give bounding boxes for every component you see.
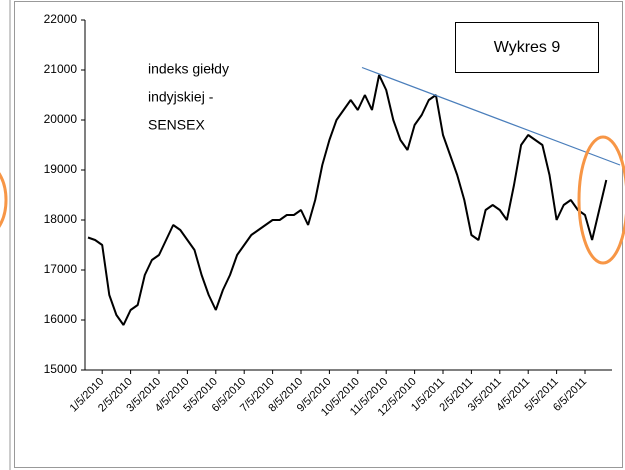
highlight-circle-left — [0, 172, 8, 228]
series-line — [87, 74, 608, 326]
y-tick-label: 17000 — [44, 262, 78, 276]
y-tick-label: 22000 — [44, 12, 78, 26]
y-tick-label: 19000 — [44, 162, 78, 176]
y-tick-label: 20000 — [44, 112, 78, 126]
label-box — [455, 22, 599, 73]
annotation: indeks giełdy — [148, 61, 229, 77]
y-tick-label: 15000 — [44, 362, 78, 376]
highlight-circle — [577, 135, 625, 265]
annotation: SENSEX — [148, 117, 205, 133]
label-box-text: Wykres 9 — [494, 39, 561, 56]
y-tick-label: 21000 — [44, 62, 78, 76]
trendline — [361, 66, 621, 166]
y-tick-label: 16000 — [44, 312, 78, 326]
annotation: indyjskiej - — [148, 89, 214, 105]
y-tick-label: 18000 — [44, 212, 78, 226]
